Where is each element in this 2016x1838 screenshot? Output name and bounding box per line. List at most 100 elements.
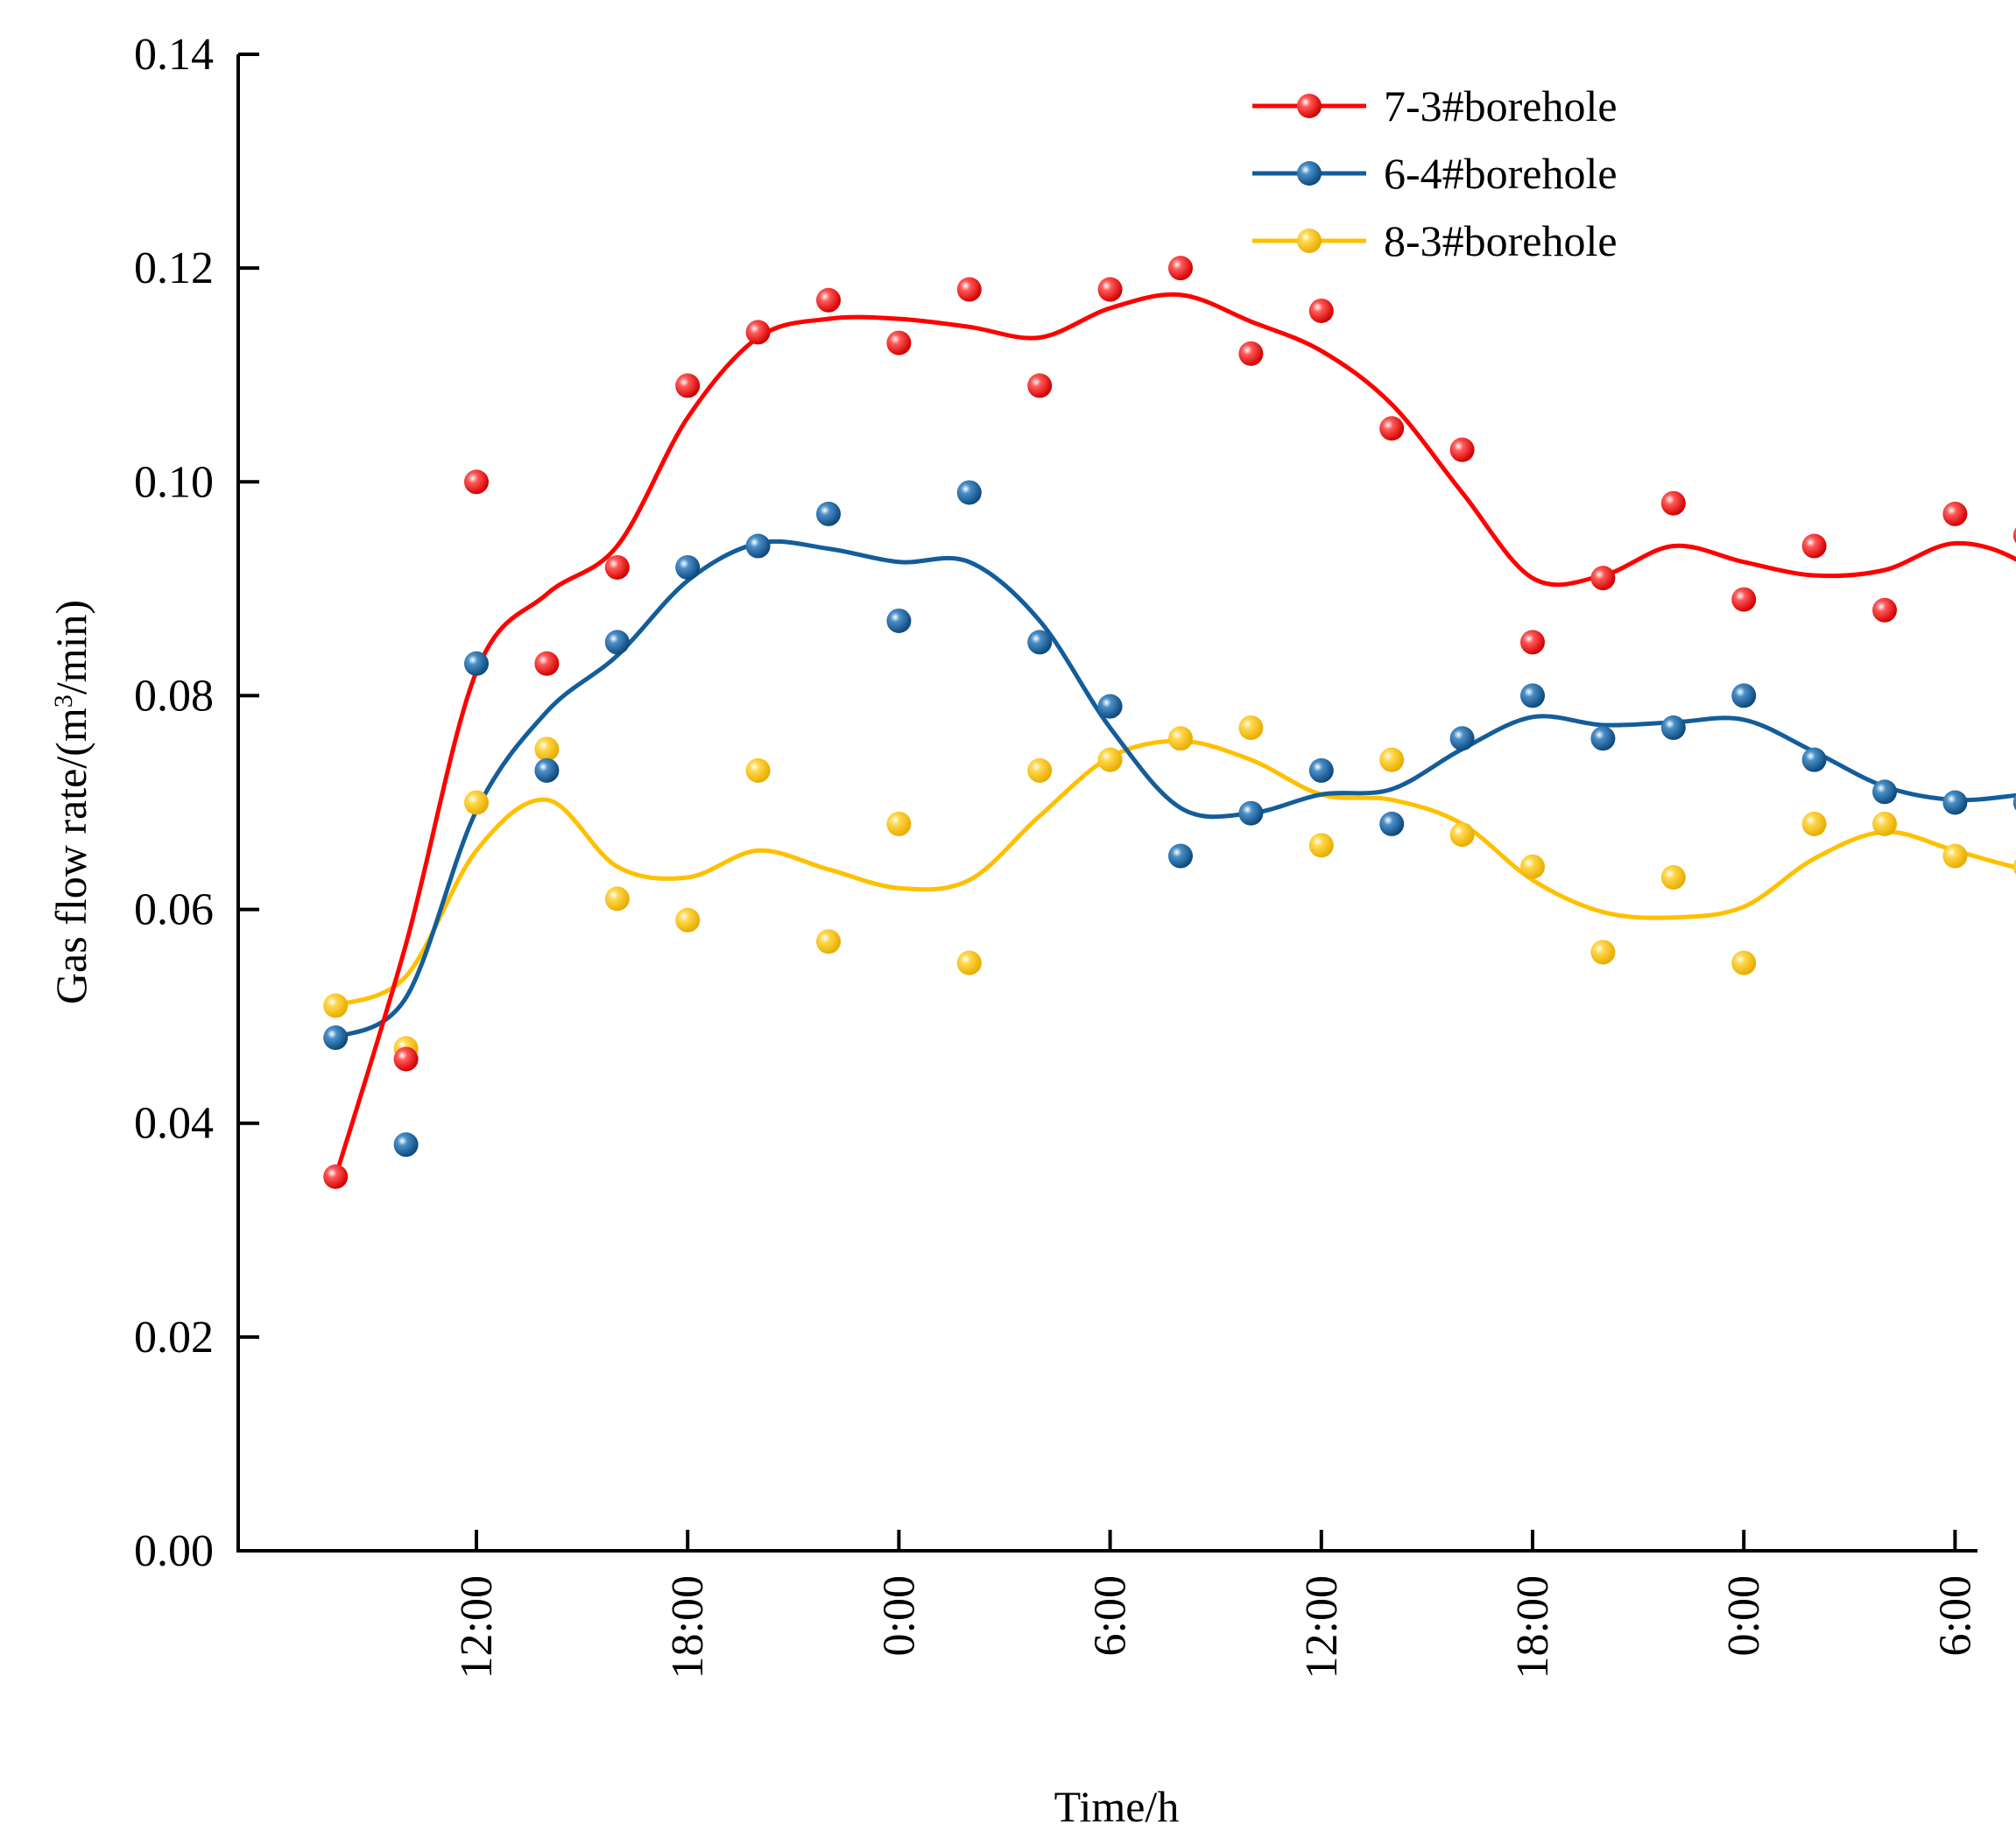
- data-point: [534, 757, 560, 783]
- data-point: [1308, 757, 1334, 783]
- data-point: [1801, 811, 1827, 836]
- x-tick-label: 12:00: [1297, 1575, 1347, 1679]
- data-point: [1168, 256, 1193, 281]
- data-point: [886, 811, 912, 836]
- data-point: [1872, 597, 1897, 623]
- legend: 7-3#borehole 6-4#borehole 8-3#borehole: [1252, 81, 1618, 265]
- data-point: [1801, 533, 1827, 559]
- data-point: [1379, 811, 1405, 836]
- data-point: [464, 790, 489, 815]
- data-point: [393, 1046, 419, 1072]
- data-point: [1027, 373, 1053, 398]
- y-axis-label-main: Gas flow rate/(m: [46, 708, 95, 1004]
- data-point: [1027, 757, 1053, 783]
- x-tick-label: 12:00: [452, 1575, 502, 1679]
- y-axis-label: Gas flow rate/(m3/min): [46, 600, 95, 1004]
- data-point: [1801, 747, 1827, 772]
- data-point: [1872, 811, 1897, 836]
- data-point: [534, 736, 560, 762]
- data-point: [816, 501, 841, 526]
- y-axis-label-tail: /min): [46, 600, 95, 694]
- data-point: [1660, 490, 1686, 516]
- data-point: [604, 630, 630, 655]
- data-point: [1097, 747, 1123, 772]
- y-axis-label-superscript: 3: [49, 694, 78, 708]
- series-line-8-3#borehole: [335, 738, 2016, 1008]
- data-point: [1942, 843, 1968, 869]
- data-point: [1731, 950, 1757, 975]
- data-point: [1590, 566, 1616, 591]
- x-tick-label: 0:00: [874, 1575, 924, 1656]
- data-point: [816, 287, 841, 313]
- data-point: [1168, 843, 1193, 869]
- data-point: [1308, 298, 1334, 323]
- data-point: [956, 950, 982, 975]
- data-point: [323, 1164, 349, 1189]
- y-ticks: 0.00 0.02 0.04 0.06 0.08 0.10 0.12 0.14: [134, 30, 259, 1576]
- data-point: [604, 554, 630, 580]
- axes: [236, 54, 1977, 1553]
- x-axis-label: Time/h: [1054, 1782, 1180, 1831]
- y-tick-label: 0.08: [134, 671, 214, 721]
- data-point: [323, 993, 349, 1018]
- data-point: [886, 608, 912, 633]
- data-point: [886, 330, 912, 356]
- y-tick-label: 0.10: [134, 457, 214, 507]
- data-point: [1942, 501, 1968, 526]
- data-point: [956, 480, 982, 505]
- data-point: [1731, 683, 1757, 708]
- legend-label: 8-3#borehole: [1384, 216, 1618, 265]
- series-line-6-4#borehole: [334, 539, 2016, 1040]
- data-point: [1449, 822, 1475, 848]
- data-point: [1520, 854, 1545, 879]
- data-point: [1097, 694, 1123, 719]
- data-point: [1660, 864, 1686, 890]
- data-point: [675, 373, 701, 398]
- data-point: [393, 1132, 419, 1158]
- data-point: [1027, 630, 1053, 655]
- data-point: [323, 1025, 349, 1051]
- legend-label: 6-4#borehole: [1384, 149, 1618, 198]
- data-point: [956, 277, 982, 302]
- data-point: [2012, 794, 2016, 811]
- y-tick-label: 0.04: [134, 1099, 214, 1149]
- data-point: [745, 757, 771, 783]
- data-point: [1238, 800, 1264, 826]
- series-points: [323, 256, 2016, 1189]
- series-line-7-3#borehole: [333, 292, 2016, 1178]
- data-point: [1942, 790, 1968, 815]
- x-tick-label: 18:00: [663, 1575, 713, 1679]
- data-point: [1449, 726, 1475, 751]
- data-point: [1308, 833, 1334, 858]
- legend-marker: [1297, 94, 1322, 118]
- data-point: [534, 651, 560, 676]
- legend-marker: [1297, 161, 1322, 186]
- data-point: [1590, 726, 1616, 751]
- data-point: [1590, 940, 1616, 965]
- data-point: [745, 320, 771, 345]
- data-point: [1872, 779, 1897, 805]
- x-ticks: 12:00 18:00 0:00 6:00 12:00 18:00 0:00 6:00: [452, 1530, 1980, 1679]
- legend-marker: [1297, 229, 1322, 253]
- data-point: [1238, 715, 1264, 741]
- data-point: [1449, 437, 1475, 462]
- data-point: [604, 886, 630, 912]
- data-point: [1238, 341, 1264, 366]
- y-tick-label: 0.12: [134, 243, 214, 293]
- y-tick-label: 0.06: [134, 885, 214, 935]
- data-point: [2012, 858, 2016, 875]
- y-tick-label: 0.14: [134, 30, 214, 80]
- x-tick-label: 0:00: [1719, 1575, 1769, 1656]
- x-tick-label: 6:00: [1086, 1575, 1136, 1656]
- legend-label: 7-3#borehole: [1384, 81, 1618, 130]
- data-point: [464, 469, 489, 495]
- data-point: [1168, 726, 1193, 751]
- data-point: [1097, 277, 1123, 302]
- data-point: [1660, 715, 1686, 741]
- x-tick-label: 18:00: [1508, 1575, 1558, 1679]
- data-point: [464, 651, 489, 676]
- y-tick-label: 0.02: [134, 1313, 214, 1363]
- x-tick-label: 6:00: [1930, 1575, 1980, 1656]
- y-tick-label: 0.00: [134, 1526, 214, 1576]
- data-point: [1520, 683, 1545, 708]
